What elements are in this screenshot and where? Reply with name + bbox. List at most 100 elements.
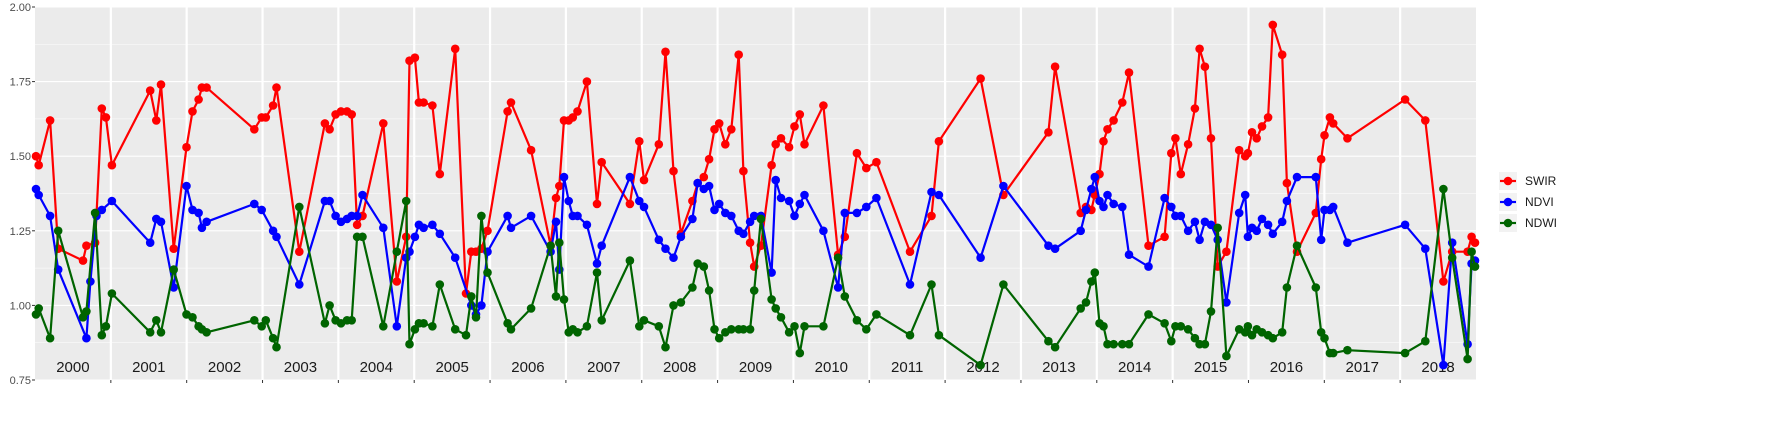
data-point <box>1044 336 1053 346</box>
data-point <box>107 160 117 170</box>
data-point <box>1243 148 1253 158</box>
data-point <box>710 125 719 134</box>
data-point <box>1421 336 1430 346</box>
data-point <box>564 196 573 206</box>
data-point <box>934 190 944 200</box>
year-label: 2010 <box>815 359 848 376</box>
data-point <box>295 247 304 256</box>
data-point <box>767 268 776 277</box>
data-point <box>635 322 644 331</box>
data-point <box>272 232 281 242</box>
data-point <box>676 298 686 307</box>
data-point <box>927 187 936 197</box>
data-point <box>1222 298 1231 307</box>
data-point <box>927 280 936 289</box>
data-point <box>714 119 724 128</box>
data-point <box>597 241 606 250</box>
data-point <box>261 316 271 325</box>
data-point <box>625 172 635 182</box>
data-point <box>745 238 755 247</box>
data-point <box>152 116 161 125</box>
data-point <box>905 330 915 340</box>
y-axis-tick-labels: 0.75 1.00 1.25 1.50 1.75 2.00 <box>10 2 35 387</box>
data-point <box>461 330 471 340</box>
data-point <box>1118 339 1127 349</box>
data-point <box>776 193 786 203</box>
data-point <box>392 277 402 286</box>
data-point <box>483 268 492 277</box>
data-point <box>1292 172 1302 182</box>
data-point <box>1176 169 1186 179</box>
data-point <box>597 316 606 325</box>
y-tick-label: 0.75 <box>10 375 31 387</box>
data-point <box>503 107 512 116</box>
data-point <box>905 280 915 289</box>
year-label: 2018 <box>1421 359 1454 376</box>
data-point <box>1268 20 1278 30</box>
data-point <box>784 142 794 152</box>
data-point <box>90 208 100 218</box>
data-point <box>202 83 211 92</box>
data-point <box>152 316 161 325</box>
data-point <box>654 235 664 245</box>
data-point <box>1234 208 1244 218</box>
data-point <box>1144 262 1153 271</box>
data-point <box>1183 226 1193 236</box>
data-point <box>1044 241 1053 250</box>
data-point <box>1247 128 1257 137</box>
data-point <box>379 223 388 233</box>
data-point <box>1200 62 1210 71</box>
data-point <box>795 110 805 119</box>
data-point <box>1263 113 1273 122</box>
legend-label: NDWI <box>1525 216 1557 230</box>
data-point <box>268 333 278 343</box>
data-point <box>999 181 1008 191</box>
data-point <box>145 328 155 337</box>
data-point <box>551 217 561 227</box>
data-point <box>976 253 985 262</box>
data-point <box>295 280 304 289</box>
data-point <box>188 107 197 116</box>
data-point <box>676 232 686 242</box>
data-point <box>1099 322 1108 331</box>
data-point <box>790 211 799 221</box>
year-label: 2013 <box>1042 359 1075 376</box>
data-point <box>34 160 43 170</box>
data-point <box>1447 253 1457 262</box>
data-point <box>1247 330 1257 340</box>
data-point <box>756 214 766 224</box>
data-point <box>410 232 420 242</box>
year-label: 2005 <box>435 359 468 376</box>
data-point <box>771 304 780 313</box>
data-point <box>635 137 644 146</box>
data-point <box>1222 247 1231 256</box>
data-point <box>401 196 411 206</box>
data-point <box>934 137 944 146</box>
data-point <box>800 322 809 331</box>
data-point <box>734 50 743 59</box>
data-point <box>392 322 402 331</box>
data-point <box>97 330 107 340</box>
data-point <box>1206 220 1216 230</box>
data-point <box>669 166 678 176</box>
data-point <box>661 342 670 352</box>
data-point <box>34 304 43 313</box>
legend-key-point <box>1503 218 1513 228</box>
data-point <box>819 226 828 236</box>
data-point <box>1243 322 1253 331</box>
data-point <box>202 328 211 337</box>
data-point <box>1050 62 1060 71</box>
data-point <box>1044 128 1053 137</box>
x-axis-ticks <box>110 380 1401 383</box>
data-point <box>710 325 719 334</box>
data-point <box>693 178 702 188</box>
data-point <box>347 110 357 119</box>
data-point <box>669 301 678 310</box>
data-point <box>1190 104 1200 113</box>
data-point <box>467 292 476 301</box>
data-point <box>1439 277 1448 286</box>
data-point <box>156 217 166 227</box>
data-point <box>1439 360 1448 370</box>
data-point <box>1282 196 1292 206</box>
data-point <box>1118 98 1127 107</box>
